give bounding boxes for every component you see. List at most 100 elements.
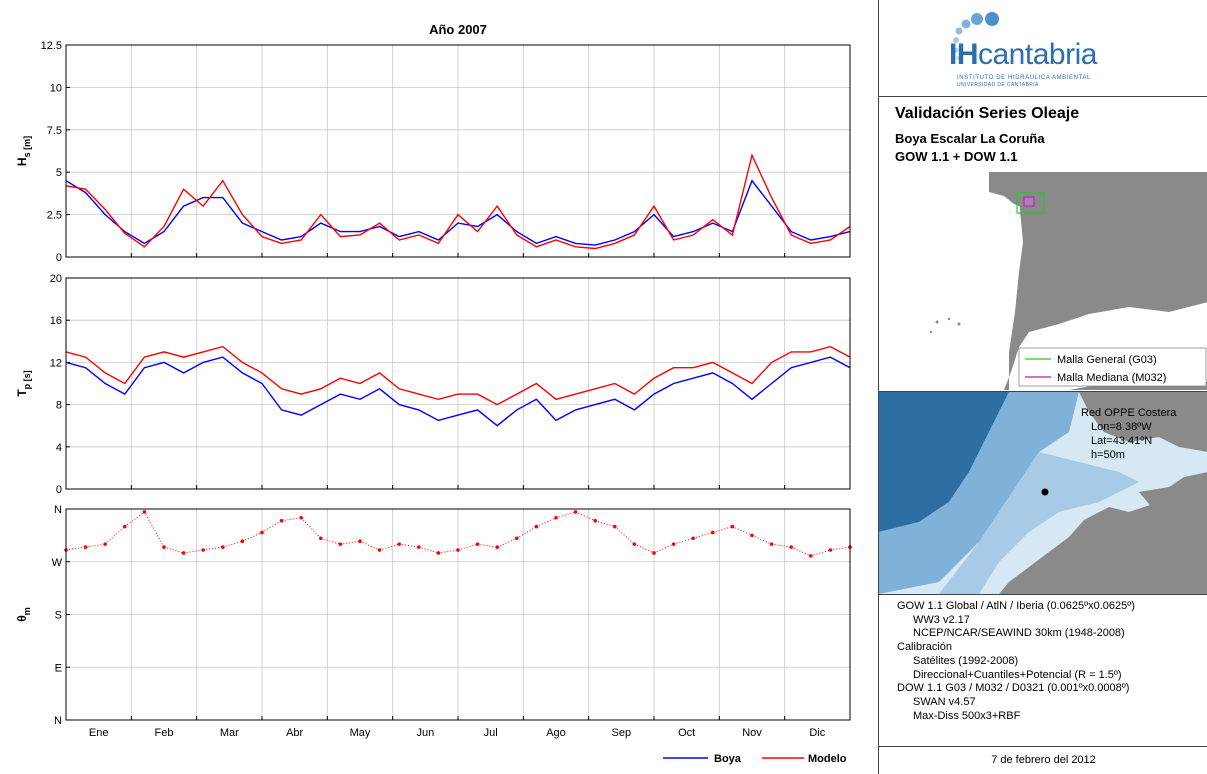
legend-mediana: Malla Mediana (M032) <box>1057 372 1166 384</box>
y-tick-label: S <box>55 610 62 622</box>
logo-university: UNIVERSIDAD DE CANTABRIA <box>957 82 1039 88</box>
y-tick-label: 7.5 <box>47 125 62 137</box>
buoy-location-marker <box>1041 488 1049 496</box>
series-trace-modelo <box>163 546 184 554</box>
series-trace-modelo <box>399 543 419 548</box>
series-trace-modelo <box>693 531 713 539</box>
series-trace-modelo <box>261 520 282 533</box>
series-trace-modelo <box>653 543 674 554</box>
series-line-boya <box>65 356 851 427</box>
series-trace-modelo <box>614 526 635 545</box>
general-grid-box <box>1016 192 1045 214</box>
series-trace-modelo <box>320 537 341 545</box>
series-trace-modelo <box>673 537 694 545</box>
x-tick-label: Sep <box>612 727 632 739</box>
panel-3: N E S W Nθm Ene Feb Mar Abr May Jun Jul Ago Sep Oct Nov… <box>15 504 852 739</box>
validation-title: Validación Series Oleaje <box>895 105 1080 122</box>
ylabel-tp: Tp [s] <box>15 370 32 396</box>
x-tick-label: May <box>350 727 371 739</box>
series-trace-modelo <box>65 546 86 551</box>
legend-general: Malla General (G03) <box>1057 354 1157 366</box>
y-tick-label: N <box>54 504 62 516</box>
y-tick-label: W <box>52 557 63 569</box>
metadata-line: DOW 1.1 G03 / M032 / D0321 (0.001ºx0.000… <box>897 682 1130 695</box>
buoy-name: Boya Escalar La Coruña <box>895 131 1045 146</box>
x-tick-label: Abr <box>286 727 303 739</box>
series-trace-modelo <box>340 540 361 545</box>
x-tick-label: Jul <box>484 727 498 739</box>
series-trace-modelo <box>477 543 498 548</box>
series-trace-modelo <box>790 546 812 557</box>
series-trace-modelo <box>555 511 576 519</box>
series-trace-modelo <box>143 511 165 548</box>
series-line-modelo <box>65 345 851 406</box>
series-trace-modelo <box>595 520 615 528</box>
metadata-line: NCEP/NCAR/SEAWIND 30km (1948-2008) <box>913 627 1125 640</box>
series-trace-modelo <box>379 543 400 551</box>
ihcantabria-logo: IHcantabria INSTITUTO DE HIDRÁULICA AMBI… <box>879 0 1207 96</box>
metadata-line: WW3 v2.17 <box>913 613 970 626</box>
y-tick-label: 5 <box>56 167 62 179</box>
series-trace-modelo <box>85 543 106 548</box>
metadata-line: Direccional+Cuantiles+Potencial (R = 1.5… <box>913 668 1122 681</box>
metadata-line: Max-Diss 500x3+RBF <box>913 709 1021 722</box>
y-tick-label: 4 <box>56 442 62 454</box>
series-trace-modelo <box>203 546 223 551</box>
series-trace-modelo <box>438 549 459 554</box>
x-tick-label: Oct <box>678 727 695 739</box>
ylabel-hs: Hs [m] <box>15 136 32 166</box>
series-trace-modelo <box>496 537 518 548</box>
chart-title: Año 2007 <box>429 22 487 37</box>
model-metadata: GOW 1.1 Global / AtlN / Iberia (0.0625ºx… <box>897 600 1135 723</box>
y-tick-label: 0 <box>56 484 62 496</box>
series-trace-modelo <box>536 517 557 528</box>
y-tick-label: 12.5 <box>41 40 62 52</box>
series-trace-modelo <box>183 549 204 554</box>
series-trace-modelo <box>810 549 831 557</box>
logo-wordmark: IHcantabria <box>949 38 1097 71</box>
model-name: GOW 1.1 + DOW 1.1 <box>895 149 1018 164</box>
series-trace-modelo <box>634 543 655 554</box>
series-trace-modelo <box>575 511 596 522</box>
y-tick-label: 12 <box>50 357 62 369</box>
map-legend <box>1018 347 1207 387</box>
series-trace-modelo <box>457 543 478 551</box>
x-tick-label: Dic <box>809 727 825 739</box>
x-tick-label: Jun <box>416 727 434 739</box>
logo-subtitle: INSTITUTO DE HIDRÁULICA AMBIENTAL <box>957 75 1091 81</box>
metadata-line: SWAN v4.57 <box>913 695 976 708</box>
y-tick-label: 2.5 <box>47 210 62 222</box>
series-trace-modelo <box>712 526 733 533</box>
y-tick-label: 8 <box>56 400 62 412</box>
series-trace-modelo <box>516 526 537 539</box>
x-tick-label: Feb <box>155 727 174 739</box>
series-trace-modelo <box>104 526 126 545</box>
report-date: 7 de febrero del 2012 <box>991 754 1096 766</box>
y-tick-label: 0 <box>56 252 62 264</box>
metadata-line: GOW 1.1 Global / AtlN / Iberia (0.0625ºx… <box>897 600 1135 612</box>
series-trace-modelo <box>830 546 851 551</box>
x-tick-label: Ago <box>546 727 566 739</box>
chart-legend: Boya Modelo <box>663 753 847 765</box>
legend-label-boya: Boya <box>714 753 742 765</box>
panel-2: 0 4 8 12 16 20 Tp [s] <box>15 273 851 496</box>
detail-map: Red OPPE Costera Lon=8.38ºW Lat=43.41ºN … <box>879 392 1207 594</box>
station-lon: Lon=8.38ºW <box>1091 421 1152 433</box>
series-trace-modelo <box>771 543 792 548</box>
series-trace-modelo <box>418 546 439 554</box>
panel-1: 0 2.5 5 7.5 10 12.5 Hs [m] <box>15 40 851 264</box>
ylabel-theta: θm <box>15 607 32 622</box>
series-trace-modelo <box>242 531 263 542</box>
series-trace-modelo <box>281 517 302 522</box>
x-tick-label: Nov <box>742 727 762 739</box>
y-tick-label: 20 <box>50 273 62 285</box>
station-network: Red OPPE Costera <box>1081 407 1177 419</box>
station-depth: h=50m <box>1091 449 1125 461</box>
legend-label-modelo: Modelo <box>808 753 847 765</box>
series-trace-modelo <box>751 534 772 545</box>
data-point-modelo <box>83 545 88 549</box>
metadata-line: Satélites (1992-2008) <box>913 654 1019 667</box>
y-tick-label: 10 <box>50 82 62 94</box>
series-trace-modelo <box>359 540 380 551</box>
charts-figure: 0 2.5 5 7.5 10 12.5 Hs [m] Año 2007 0 4 8 12 16 20 Tp … <box>15 22 852 765</box>
